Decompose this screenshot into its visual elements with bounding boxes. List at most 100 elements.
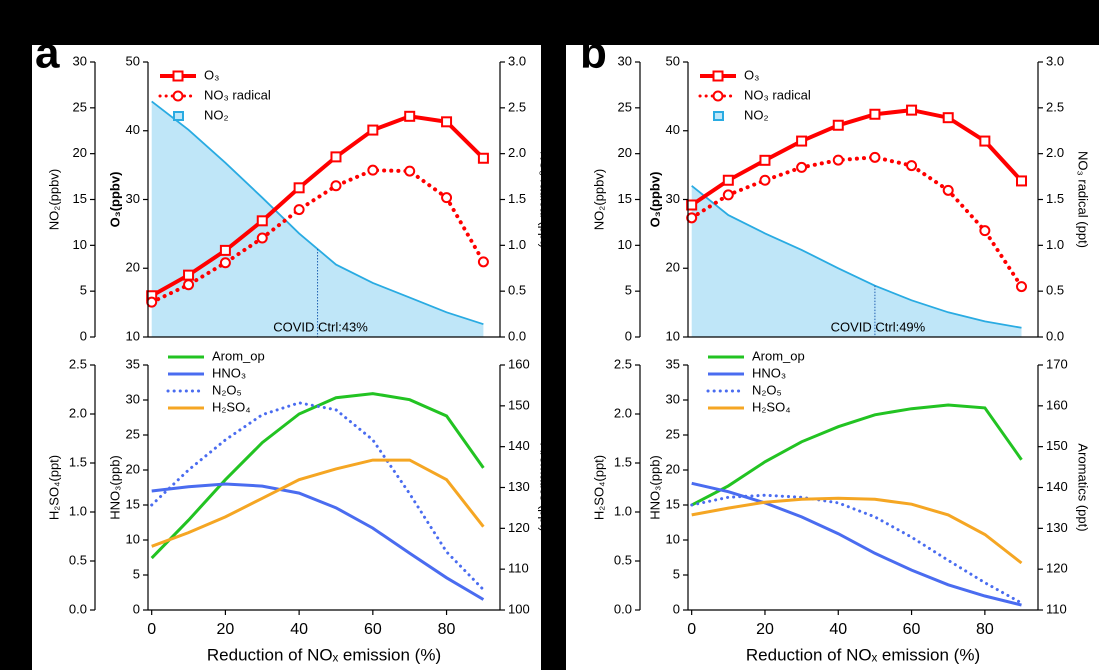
x-tick-label: 60 bbox=[903, 621, 921, 638]
left-band bbox=[0, 0, 32, 670]
y-axis-label: O₃(ppbv) bbox=[107, 172, 122, 228]
series-line bbox=[689, 155, 1024, 289]
series-line bbox=[149, 168, 486, 305]
x-tick-label: 80 bbox=[438, 621, 456, 638]
point-marker bbox=[330, 151, 342, 163]
tick-label: 20 bbox=[618, 145, 632, 160]
tick-label: 1.0 bbox=[614, 503, 632, 518]
tick-label: 2.5 bbox=[614, 356, 632, 371]
y3-axis-label: NO₂(ppbv) bbox=[591, 169, 606, 230]
x-tick-label: 40 bbox=[829, 621, 847, 638]
y3-axis-label: NO₂(ppbv) bbox=[46, 169, 61, 230]
annotation-text: COVID Ctrl:43% bbox=[273, 319, 368, 334]
y-axis-label: HNO₃(ppb) bbox=[107, 455, 122, 520]
tick-label: 1.0 bbox=[1046, 237, 1064, 252]
tick-label: 30 bbox=[126, 191, 140, 206]
tick-label: 30 bbox=[126, 391, 140, 406]
legend-label: N₂O₅ bbox=[212, 382, 242, 397]
tick-label: 10 bbox=[126, 328, 140, 343]
y3-axis-label: H₂SO₄(ppt) bbox=[591, 455, 606, 520]
tick-label: 15 bbox=[73, 191, 87, 206]
legend-label: NO₃ radical bbox=[744, 87, 811, 102]
tick-label: 2.0 bbox=[614, 405, 632, 420]
tick-label: 0.5 bbox=[1046, 283, 1064, 298]
point-marker bbox=[404, 110, 416, 122]
tick-label: 0.0 bbox=[614, 601, 632, 616]
tick-label: 0 bbox=[80, 328, 87, 343]
point-marker bbox=[1016, 175, 1028, 187]
tick-label: 2.0 bbox=[1046, 145, 1064, 160]
tick-label: 120 bbox=[1046, 561, 1068, 576]
tick-label: 2.5 bbox=[69, 356, 87, 371]
area-fill bbox=[691, 185, 1022, 337]
legend-label: HNO₃ bbox=[752, 365, 786, 380]
y2-axis-label: Aromatics (ppt) bbox=[1076, 443, 1091, 531]
tick-label: 10 bbox=[126, 531, 140, 546]
point-marker bbox=[293, 204, 305, 216]
tick-label: 5 bbox=[673, 566, 680, 581]
tick-label: 0.5 bbox=[614, 552, 632, 567]
x-tick-label: 0 bbox=[147, 621, 156, 638]
tick-label: 2.0 bbox=[508, 145, 526, 160]
tick-label: 25 bbox=[126, 426, 140, 441]
legend-label: H₂SO₄ bbox=[212, 399, 251, 414]
point-marker bbox=[722, 189, 734, 201]
tick-label: 3.0 bbox=[508, 53, 526, 68]
tick-label: 15 bbox=[126, 496, 140, 511]
x-tick-label: 60 bbox=[364, 621, 382, 638]
tick-label: 15 bbox=[618, 191, 632, 206]
series-line bbox=[151, 482, 485, 601]
series-line bbox=[690, 108, 1023, 207]
tick-label: 25 bbox=[618, 99, 632, 114]
series-line bbox=[690, 493, 1023, 605]
tick-label: 10 bbox=[666, 531, 680, 546]
tick-label: 35 bbox=[126, 356, 140, 371]
tick-label: 3.0 bbox=[1046, 53, 1064, 68]
point-marker bbox=[404, 165, 416, 177]
point-marker bbox=[183, 269, 195, 281]
tick-label: 0.0 bbox=[69, 601, 87, 616]
tick-label: 110 bbox=[1046, 601, 1067, 616]
middle-band bbox=[541, 0, 566, 670]
tick-label: 160 bbox=[1046, 397, 1068, 412]
tick-label: 0.5 bbox=[69, 552, 87, 567]
point-marker bbox=[686, 212, 698, 224]
tick-label: 20 bbox=[666, 260, 680, 275]
tick-label: 1.5 bbox=[508, 191, 526, 206]
point-marker bbox=[256, 232, 268, 244]
point-marker bbox=[146, 296, 158, 308]
point-marker bbox=[906, 104, 918, 116]
tick-label: 2.5 bbox=[1046, 99, 1064, 114]
legend-label: O₃ bbox=[744, 67, 759, 82]
point-marker bbox=[906, 160, 918, 172]
legend-label: H₂SO₄ bbox=[752, 399, 791, 414]
tick-label: 100 bbox=[508, 601, 530, 616]
point-marker bbox=[477, 256, 489, 268]
point-marker bbox=[183, 279, 195, 291]
legend-marker bbox=[172, 70, 184, 82]
tick-label: 1.0 bbox=[508, 237, 526, 252]
tick-label: 10 bbox=[73, 237, 87, 252]
tick-label: 15 bbox=[666, 496, 680, 511]
x-axis-label: Reduction of NOₓ emission (%) bbox=[746, 645, 980, 664]
point-marker bbox=[441, 116, 453, 128]
tick-label: 10 bbox=[666, 328, 680, 343]
tick-label: 150 bbox=[1046, 438, 1068, 453]
point-marker bbox=[1016, 281, 1028, 293]
x-tick-label: 80 bbox=[976, 621, 994, 638]
tick-label: 0 bbox=[133, 601, 140, 616]
tick-label: 50 bbox=[666, 53, 680, 68]
point-marker bbox=[759, 174, 771, 186]
tick-label: 120 bbox=[508, 520, 530, 535]
point-marker bbox=[869, 151, 881, 163]
point-marker bbox=[330, 180, 342, 192]
tick-label: 20 bbox=[73, 145, 87, 160]
point-marker bbox=[942, 184, 954, 196]
point-marker bbox=[759, 154, 771, 166]
tick-label: 150 bbox=[508, 397, 530, 412]
tick-label: 5 bbox=[133, 566, 140, 581]
tick-label: 30 bbox=[73, 53, 87, 68]
tick-label: 130 bbox=[1046, 520, 1068, 535]
point-marker bbox=[979, 225, 991, 237]
